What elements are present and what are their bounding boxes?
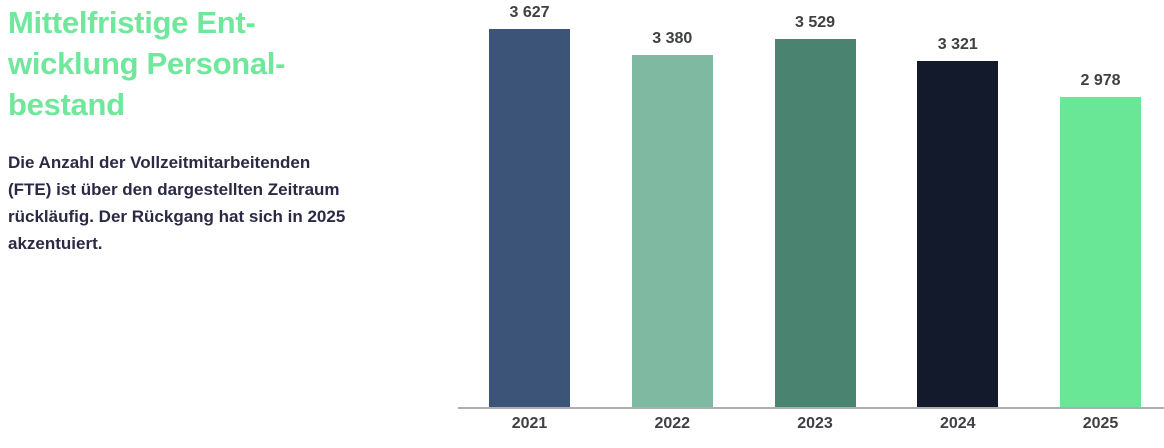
bar-value-label: 3 627 bbox=[509, 4, 550, 21]
page-title: Mittelfristige Ent- wicklung Personal- b… bbox=[8, 2, 448, 125]
x-axis-label: 2021 bbox=[511, 415, 548, 432]
bar-value-label: 2 978 bbox=[1080, 72, 1121, 89]
bar bbox=[917, 61, 999, 407]
x-axis-label: 2024 bbox=[939, 415, 976, 432]
bar bbox=[489, 29, 570, 407]
bar-value-label: 3 380 bbox=[652, 30, 693, 47]
bar bbox=[1060, 97, 1141, 407]
chart-description: Die Anzahl der Vollzeitmitarbeitenden (F… bbox=[8, 149, 448, 257]
x-axis-label: 2025 bbox=[1082, 415, 1119, 432]
description-line: rückläufig. Der Rückgang hat sich in 202… bbox=[8, 207, 346, 226]
x-axis-label: 2023 bbox=[797, 415, 833, 432]
page-title-line: wicklung Personal- bbox=[8, 46, 286, 81]
description-line: Die Anzahl der Vollzeitmitarbeitenden bbox=[8, 153, 311, 172]
page-title-line: bestand bbox=[8, 87, 125, 122]
bar bbox=[774, 39, 856, 407]
page-title-line: Mittelfristige Ent- bbox=[8, 5, 256, 40]
x-axis-label: 2022 bbox=[654, 415, 691, 432]
description-line: (FTE) ist über den dargestellten Zeitrau… bbox=[8, 180, 340, 199]
bar-value-label: 3 529 bbox=[794, 14, 836, 31]
bar-value-label: 3 321 bbox=[937, 36, 978, 53]
description-line: akzentuiert. bbox=[8, 234, 103, 253]
bar bbox=[631, 55, 713, 407]
text-column: Mittelfristige Ent- wicklung Personal- b… bbox=[8, 2, 448, 257]
x-axis-line bbox=[458, 407, 1164, 409]
